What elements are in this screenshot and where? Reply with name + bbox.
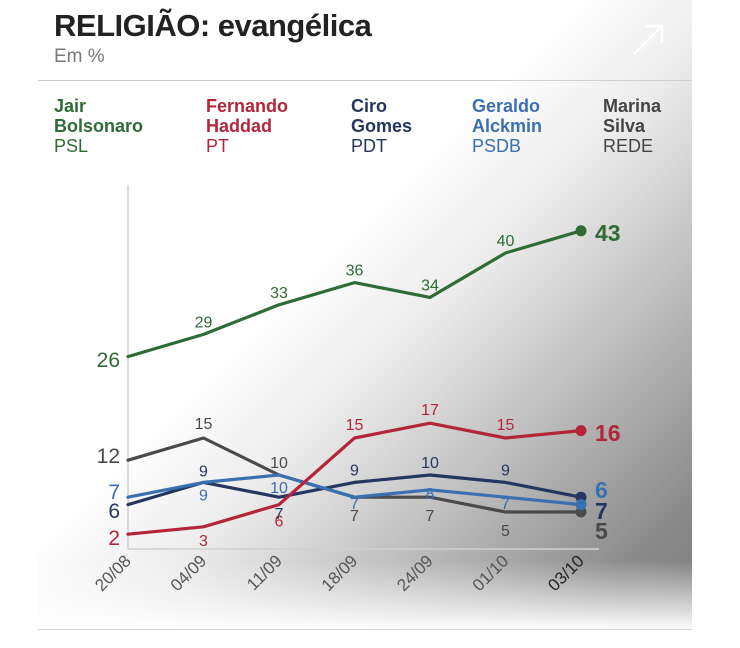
expand-arrow-icon[interactable]	[628, 20, 668, 60]
series-line-alckmin	[126, 473, 583, 507]
data-label: 36	[346, 263, 364, 280]
x-tick-label: 18/09	[318, 551, 362, 595]
header-divider	[38, 80, 692, 81]
legend-name: Fernando Haddad	[206, 96, 289, 136]
chart-title: RELIGIÃO: evangélica	[54, 8, 372, 43]
legend-name: Ciro Gomes	[351, 96, 413, 136]
end-point-bolsonaro	[575, 225, 587, 237]
legend-item-ciro: Ciro Gomes PDT	[351, 96, 412, 156]
legend-party: PDT	[351, 136, 387, 156]
data-label: 9	[199, 463, 208, 480]
start-value-label: 6	[108, 500, 120, 523]
end-value-label: 5	[595, 518, 608, 544]
start-value-label: 2	[108, 527, 120, 550]
data-label: 7	[350, 496, 359, 513]
x-tick-label: 24/09	[393, 551, 437, 595]
legend-party: REDE	[603, 136, 654, 156]
data-label: 5	[501, 523, 510, 540]
chart-card	[38, 0, 692, 630]
data-label: 3	[199, 533, 208, 550]
bottom-divider	[38, 629, 692, 630]
legend-party: PSL	[54, 136, 89, 156]
data-label: 7	[426, 508, 435, 525]
x-tick-label: 11/09	[243, 551, 286, 594]
data-label: 7	[501, 496, 510, 513]
legend-item-alckmin: Geraldo Alckmin PSDB	[472, 96, 542, 156]
start-value-label: 12	[97, 445, 120, 468]
end-point-alckmin	[575, 499, 587, 511]
data-label: 7	[350, 508, 359, 525]
end-value-label: 43	[595, 220, 621, 246]
data-label: 29	[195, 314, 213, 331]
data-label: 15	[346, 417, 364, 434]
legend-name: Jair Bolsonaro	[54, 96, 144, 136]
legend-item-haddad: Fernando Haddad PT	[206, 96, 288, 156]
data-label: 6	[275, 514, 284, 531]
data-label: 8	[426, 486, 435, 503]
data-label: 15	[497, 417, 515, 434]
series-line-haddad	[126, 421, 583, 536]
card-bottom-fade	[38, 560, 692, 630]
end-value-label: 16	[595, 420, 621, 446]
data-label: 15	[195, 416, 213, 433]
data-label: 9	[350, 462, 359, 479]
data-label: 10	[270, 455, 288, 472]
data-label: 10	[421, 455, 439, 472]
legend-item-bolsonaro: Jair Bolsonaro PSL	[54, 96, 143, 156]
data-label: 9	[501, 462, 510, 479]
start-value-label: 7	[108, 481, 120, 504]
data-label: 34	[421, 277, 439, 294]
end-value-label: 7	[595, 498, 608, 524]
data-label: 9	[199, 487, 208, 504]
end-value-label: 6	[595, 477, 608, 503]
data-label: 7	[275, 506, 284, 523]
chart-subtitle: Em %	[54, 46, 105, 67]
data-label: 10	[270, 480, 288, 497]
data-label: 17	[421, 402, 439, 419]
data-label: 33	[270, 285, 288, 302]
legend-party: PT	[206, 136, 230, 156]
start-value-label: 26	[97, 349, 120, 372]
legend-item-marina: Marina Silva REDE	[603, 96, 661, 156]
x-tick-label: 20/08	[91, 551, 135, 595]
x-tick-label: 03/10	[544, 551, 588, 595]
legend-name: Geraldo Alckmin	[472, 96, 543, 136]
series-line-bolsonaro	[126, 229, 583, 359]
legend-name: Marina Silva	[603, 96, 662, 136]
legend-party: PSDB	[472, 136, 522, 156]
end-point-haddad	[575, 425, 587, 437]
x-tick-label: 01/10	[469, 551, 513, 595]
x-tick-label: 04/09	[167, 551, 211, 595]
data-label: 40	[497, 233, 515, 250]
